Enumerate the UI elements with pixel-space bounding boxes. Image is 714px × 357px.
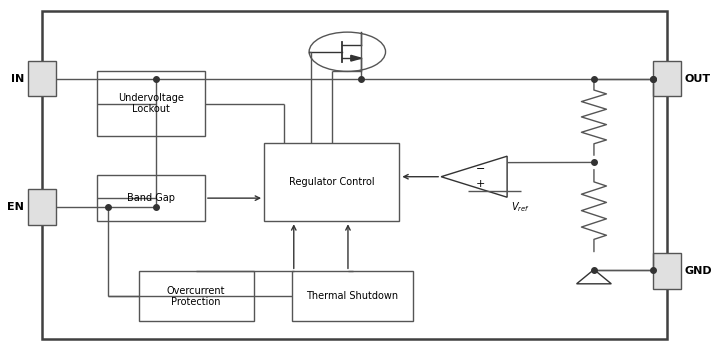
Text: IN: IN (11, 74, 24, 84)
Bar (41, 11, 667, 339)
Text: $V_{ref}$: $V_{ref}$ (511, 200, 530, 213)
Bar (97, 71, 205, 136)
Polygon shape (351, 55, 361, 61)
Bar (653, 61, 680, 96)
Text: Thermal Shutdown: Thermal Shutdown (306, 291, 398, 301)
Text: −: − (476, 164, 486, 174)
Text: EN: EN (7, 202, 24, 212)
Bar (292, 271, 413, 321)
Bar (653, 253, 680, 289)
Text: OUT: OUT (684, 74, 710, 84)
Text: +: + (476, 179, 486, 189)
Bar (97, 175, 205, 221)
Bar (28, 61, 56, 96)
Bar (28, 189, 56, 225)
Text: Regulator Control: Regulator Control (289, 177, 375, 187)
Text: Band Gap: Band Gap (127, 193, 175, 203)
Bar (264, 143, 399, 221)
Bar (139, 271, 253, 321)
Text: GND: GND (684, 266, 712, 276)
Text: Overcurrent
Protection: Overcurrent Protection (167, 286, 226, 307)
Text: Undervoltage
Lockout: Undervoltage Lockout (118, 93, 184, 114)
